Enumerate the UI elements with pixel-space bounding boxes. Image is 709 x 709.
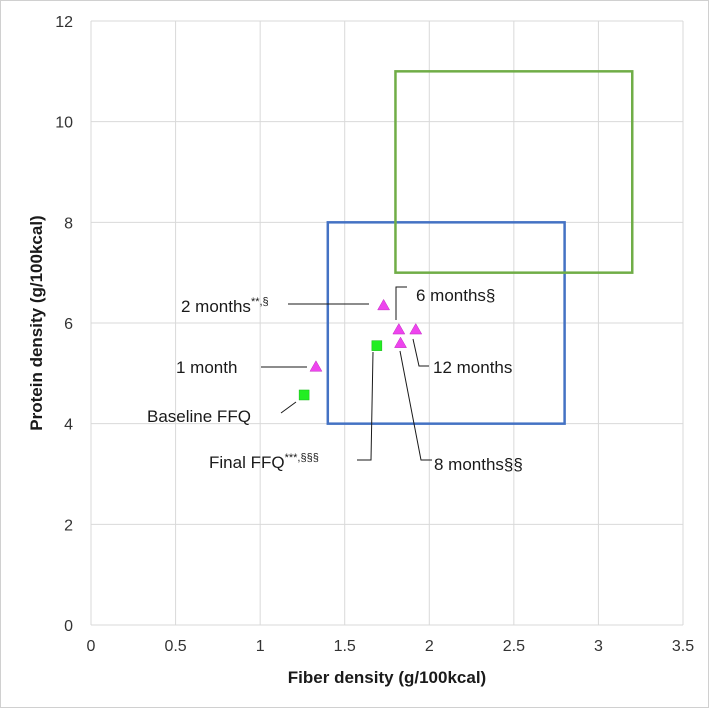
x-tick-label: 1.5 [334, 638, 356, 655]
point-final-ffq [371, 340, 383, 351]
y-tick-label: 10 [55, 115, 73, 132]
leader-8-months [399, 350, 432, 461]
data-points [298, 298, 423, 401]
green-range-box [394, 70, 634, 274]
label-2-months: 2 months**,§ [181, 296, 269, 316]
y-tick-labels: 0 2 4 6 8 10 12 [55, 14, 73, 635]
point-baseline-ffq [298, 389, 310, 401]
point-6-months [392, 323, 406, 335]
leader-baseline-ffq [280, 401, 297, 414]
x-tick-label: 1 [256, 638, 265, 655]
y-tick-label: 12 [55, 14, 73, 31]
annotation-leaders [261, 286, 432, 461]
x-tick-label: 3 [594, 638, 603, 655]
y-tick-label: 8 [64, 215, 73, 232]
y-tick-label: 4 [64, 417, 73, 434]
point-8-months [394, 336, 407, 348]
blue-range-box [326, 221, 566, 425]
label-superscript: ***,§§§ [285, 452, 319, 464]
point-12-months [409, 323, 423, 335]
label-baseline-ffq: Baseline FFQ [147, 407, 251, 426]
label-final-ffq: Final FFQ***,§§§ [209, 452, 319, 472]
annotation-labels: 1 month 2 months**,§ 6 months§ 8 months§§ 12… [147, 286, 523, 474]
leader-final-ffq [357, 351, 374, 461]
x-tick-label: 0.5 [164, 638, 186, 655]
label-6-months: 6 months§ [416, 286, 495, 305]
y-tick-label: 0 [64, 618, 73, 635]
y-tick-label: 6 [64, 316, 73, 333]
label-8-months: 8 months§§ [434, 455, 523, 474]
y-axis-title: Protein density (g/100kcal) [27, 215, 46, 430]
x-tick-label: 0 [87, 638, 96, 655]
leader-6-months [395, 286, 407, 320]
point-1-month [309, 360, 323, 372]
x-tick-label: 2 [425, 638, 434, 655]
point-2-months [377, 298, 391, 311]
x-tick-label: 3.5 [672, 638, 694, 655]
leader-12-months [412, 338, 429, 367]
range-boxes [326, 70, 634, 425]
x-tick-labels: 0 0.5 1 1.5 2 2.5 3 3.5 [87, 638, 695, 655]
label-1-month: 1 month [176, 358, 237, 377]
y-tick-label: 2 [64, 517, 73, 534]
label-12-months: 12 months [433, 358, 512, 377]
label-superscript: **,§ [251, 296, 269, 308]
x-tick-label: 2.5 [503, 638, 525, 655]
x-axis-title: Fiber density (g/100kcal) [288, 668, 486, 687]
gridlines [90, 20, 684, 626]
